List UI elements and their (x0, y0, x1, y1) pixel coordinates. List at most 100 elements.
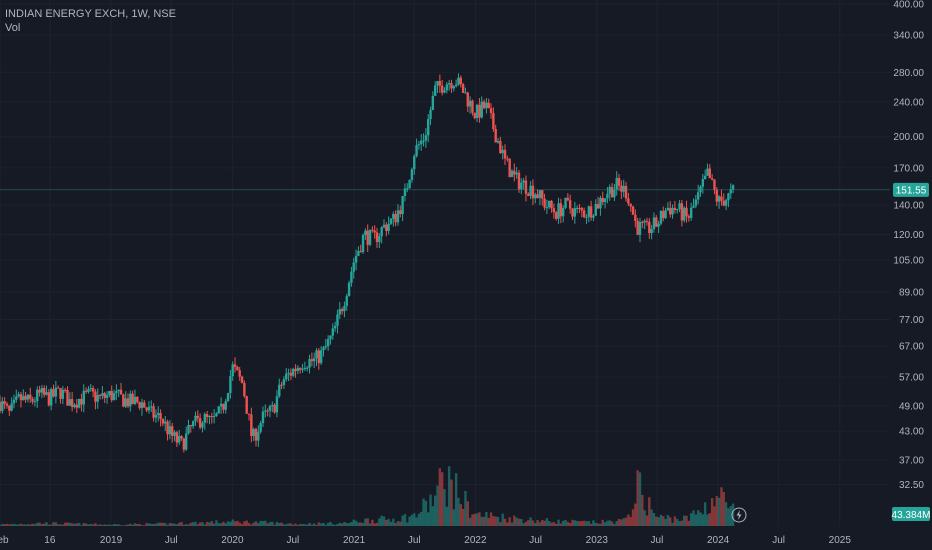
candle-body (52, 389, 55, 397)
candle-body (17, 394, 20, 397)
candle-body (599, 197, 602, 209)
volume-bar (724, 502, 728, 526)
volume-bar (98, 524, 102, 526)
volume-bar (385, 519, 388, 526)
candle-body (680, 203, 684, 221)
volume-bar (387, 518, 390, 526)
candle-body (424, 135, 428, 141)
candle-body (427, 119, 430, 136)
lightning-icon-glyph (736, 510, 742, 520)
candle-body (68, 399, 72, 406)
candle-body (589, 206, 593, 218)
candle-body (75, 404, 78, 408)
volume-bar (613, 524, 616, 526)
candle-body (317, 350, 321, 364)
volume-bar (417, 513, 421, 526)
candle-body (175, 432, 179, 443)
candle-body (315, 350, 318, 359)
volume-bar (361, 522, 365, 526)
volume-bar (443, 489, 446, 526)
candle-body (238, 370, 241, 377)
volume-bar (238, 522, 241, 526)
candle-body (180, 436, 183, 439)
lightning-icon[interactable] (731, 507, 747, 523)
candle-body (550, 200, 553, 209)
volume-bar (445, 506, 449, 526)
candle-body (429, 110, 432, 120)
candle-body (508, 158, 511, 178)
current-volume-label: 43.384M (892, 510, 931, 521)
volume-bar (450, 479, 453, 526)
candle-body (566, 197, 570, 201)
candle-body (333, 325, 337, 329)
candle-body (157, 413, 160, 415)
volume-bar (475, 513, 479, 526)
volume-bar (261, 520, 265, 526)
volume-bar (368, 523, 372, 526)
volume-bar (627, 514, 630, 526)
candle-body (80, 398, 83, 405)
volume-bar (608, 520, 611, 526)
candle-body (715, 189, 718, 202)
candle-body (96, 395, 99, 402)
y-tick-label: 77.00 (899, 315, 924, 326)
volume-bar (492, 516, 495, 526)
candle-body (77, 398, 81, 408)
volume-bar (96, 524, 99, 526)
candle-body (420, 140, 423, 145)
candle-body (662, 210, 665, 219)
candle-body (285, 373, 288, 380)
candle-body (468, 100, 472, 107)
volume-bar (392, 518, 395, 526)
volume-bar (687, 520, 691, 526)
volume-bar (662, 516, 665, 526)
candle-body (724, 200, 728, 206)
candle-body (727, 193, 730, 201)
candle-body (433, 85, 437, 96)
candle-body (194, 415, 197, 422)
volume-bar (336, 523, 339, 526)
candle-body (350, 271, 353, 283)
candle-body (382, 224, 386, 228)
volume-bar (655, 516, 658, 526)
candle-body (503, 149, 507, 159)
volume-bar (459, 504, 462, 526)
candle-body (657, 223, 660, 227)
y-tick-label: 200.00 (893, 132, 924, 143)
candle-body (669, 207, 672, 215)
candle-body (699, 186, 702, 193)
candle-body (689, 207, 693, 218)
volume-bar (245, 520, 248, 526)
candle-body (331, 328, 334, 336)
candle-body (445, 84, 449, 91)
volume-bar (643, 510, 646, 526)
volume-bar (152, 524, 155, 526)
candle-body (166, 421, 169, 435)
volume-bar (692, 510, 695, 526)
x-tick-label: Jul (408, 535, 421, 546)
volume-bar (212, 523, 216, 526)
volume-bar (622, 518, 625, 526)
candle-body (150, 406, 153, 408)
candle-body (31, 398, 34, 402)
y-tick-label: 170.00 (893, 163, 924, 174)
candle-body (624, 185, 628, 199)
y-tick-label: 57.00 (899, 373, 924, 384)
volume-bar (499, 522, 502, 526)
volume-bar (731, 503, 735, 526)
volume-bar (143, 525, 146, 526)
volume-bar (555, 523, 558, 526)
volume-bar (485, 512, 488, 526)
x-tick-label: 2020 (221, 535, 244, 546)
candle-body (545, 207, 549, 209)
volume-bar (312, 523, 316, 526)
volume-bar (54, 522, 58, 526)
volume-bar (73, 523, 76, 526)
candle-body (22, 395, 25, 401)
volume-bar (159, 522, 162, 526)
volume-bar (164, 523, 167, 526)
volume-bar (131, 524, 134, 526)
candle-body (15, 396, 18, 400)
